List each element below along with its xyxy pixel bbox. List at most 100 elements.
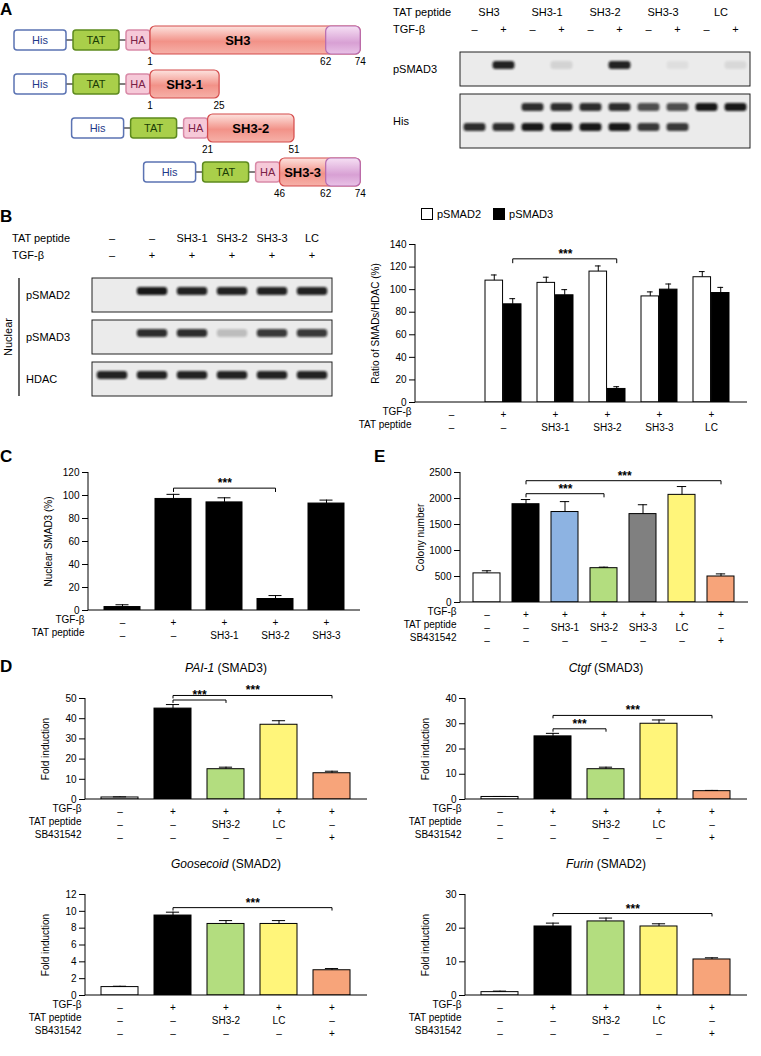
svg-text:–: – [645, 23, 652, 35]
svg-text:–: – [523, 622, 529, 633]
svg-text:SB431542: SB431542 [35, 1025, 82, 1036]
svg-text:30: 30 [445, 889, 457, 900]
svg-text:74: 74 [355, 56, 367, 67]
svg-text:25: 25 [214, 100, 226, 111]
svg-text:30: 30 [445, 718, 457, 729]
svg-text:TAT peptide: TAT peptide [404, 619, 457, 630]
svg-text:SH3-1: SH3-1 [210, 630, 239, 641]
svg-text:SH3-2: SH3-2 [590, 622, 619, 633]
svg-text:HA: HA [130, 34, 146, 46]
svg-text:TGF-β: TGF-β [432, 999, 461, 1010]
svg-text:LC: LC [653, 819, 666, 830]
svg-text:–: – [497, 819, 503, 830]
svg-text:–: – [170, 1015, 176, 1026]
svg-text:+: + [170, 806, 176, 817]
svg-text:500: 500 [435, 571, 452, 582]
svg-text:SH3-1: SH3-1 [176, 232, 207, 244]
svg-text:SH3-1: SH3-1 [166, 77, 203, 92]
svg-text:D: D [0, 657, 12, 676]
svg-text:40: 40 [68, 559, 80, 570]
svg-text:–: – [170, 819, 176, 830]
svg-text:+: + [149, 249, 155, 261]
svg-text:Fold induction: Fold induction [420, 718, 431, 780]
svg-text:LC: LC [305, 232, 319, 244]
svg-text:40: 40 [445, 693, 457, 704]
svg-text:+: + [324, 617, 330, 628]
svg-text:SH3-2: SH3-2 [589, 6, 620, 18]
svg-text:SB431542: SB431542 [410, 632, 457, 643]
svg-text:+: + [601, 609, 607, 620]
svg-text:HA: HA [188, 122, 204, 134]
svg-text:6: 6 [71, 939, 77, 950]
svg-text:30: 30 [65, 733, 77, 744]
svg-text:His: His [32, 78, 48, 90]
svg-text:+: + [732, 23, 738, 35]
svg-text:–: – [120, 617, 126, 628]
svg-text:2: 2 [71, 973, 77, 984]
svg-text:TAT: TAT [86, 78, 105, 90]
svg-text:46: 46 [274, 188, 286, 199]
svg-text:***: *** [246, 896, 260, 910]
svg-text:–: – [117, 832, 123, 843]
svg-text:–: – [656, 832, 662, 843]
svg-text:–: – [117, 1015, 123, 1026]
svg-text:SH3-3: SH3-3 [647, 6, 678, 18]
svg-text:21: 21 [202, 144, 214, 155]
svg-text:+: + [309, 249, 315, 261]
svg-text:–: – [550, 1028, 556, 1039]
svg-text:Fold induction: Fold induction [40, 718, 51, 780]
svg-text:+: + [171, 617, 177, 628]
svg-text:–: – [718, 622, 724, 633]
svg-text:–: – [601, 635, 607, 646]
svg-text:+: + [550, 1002, 556, 1013]
svg-text:Ratio of SMADs/HDAC (%): Ratio of SMADs/HDAC (%) [370, 263, 381, 384]
svg-text:C: C [0, 447, 12, 466]
svg-text:+: + [558, 23, 564, 35]
svg-text:Nuclear: Nuclear [2, 318, 14, 356]
svg-text:+: + [656, 1002, 662, 1013]
svg-text:120: 120 [390, 261, 407, 272]
svg-text:SH3-2: SH3-2 [592, 819, 621, 830]
svg-text:–: – [550, 832, 556, 843]
svg-text:20: 20 [395, 374, 407, 385]
svg-text:TAT peptide: TAT peptide [32, 627, 85, 638]
svg-text:SH3-1: SH3-1 [531, 6, 562, 18]
svg-text:100: 100 [63, 490, 80, 501]
svg-text:HA: HA [260, 166, 276, 178]
svg-text:+: + [229, 249, 235, 261]
svg-text:LC: LC [705, 422, 718, 433]
svg-text:–: – [449, 409, 455, 420]
svg-text:Nuclear SMAD3 (%): Nuclear SMAD3 (%) [43, 496, 54, 586]
svg-text:His: His [32, 34, 48, 46]
svg-text:–: – [117, 1002, 123, 1013]
svg-text:80: 80 [68, 513, 80, 524]
svg-text:+: + [562, 609, 568, 620]
svg-text:His: His [393, 115, 409, 127]
svg-text:60: 60 [395, 329, 407, 340]
svg-text:–: – [497, 806, 503, 817]
svg-text:***: *** [246, 683, 260, 697]
svg-text:TGF-β: TGF-β [55, 614, 84, 625]
svg-text:+: + [656, 806, 662, 817]
svg-text:+: + [501, 409, 507, 420]
svg-text:SH3-3: SH3-3 [256, 232, 287, 244]
svg-text:100: 100 [390, 284, 407, 295]
svg-text:+: + [269, 249, 275, 261]
svg-text:20: 20 [65, 753, 77, 764]
svg-text:+: + [223, 806, 229, 817]
svg-text:TGF-β: TGF-β [52, 803, 81, 814]
svg-text:+: + [550, 806, 556, 817]
svg-text:TGF-β: TGF-β [393, 23, 425, 35]
svg-text:***: *** [618, 469, 632, 483]
svg-text:–: – [117, 819, 123, 830]
svg-text:***: *** [626, 902, 640, 916]
svg-text:His: His [90, 122, 106, 134]
svg-text:LC: LC [273, 1015, 286, 1026]
svg-text:TAT: TAT [144, 122, 163, 134]
svg-text:TAT: TAT [86, 34, 105, 46]
svg-text:–: – [550, 819, 556, 830]
svg-text:SH3-2: SH3-2 [212, 1015, 241, 1026]
svg-text:TAT peptide: TAT peptide [409, 1012, 462, 1023]
svg-text:–: – [497, 1015, 503, 1026]
svg-text:+: + [709, 832, 715, 843]
